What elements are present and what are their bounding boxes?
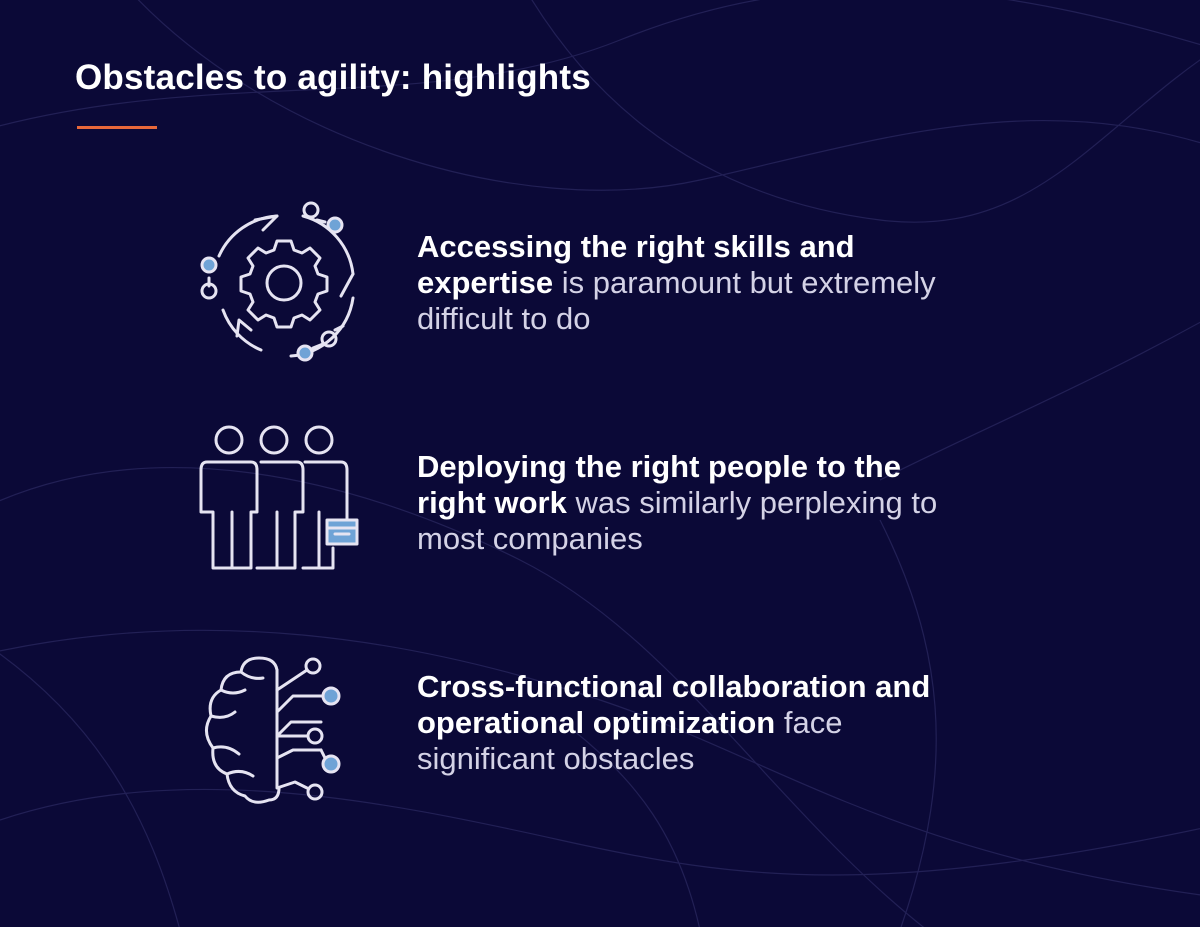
gear-cycle-icon xyxy=(200,201,355,362)
page-title: Obstacles to agility: highlights xyxy=(75,58,591,97)
people-group-icon xyxy=(199,425,359,570)
item-rest-skills: is paramount but extremely difficult to … xyxy=(417,265,936,336)
item-text-skills: Accessing the right skills and expertise… xyxy=(417,229,977,337)
item-bold-skills: Accessing the right skills and expertise xyxy=(417,229,855,300)
title-accent-rule xyxy=(77,126,157,129)
brain-network-icon xyxy=(205,656,341,804)
item-rest-collaboration: face significant obstacles xyxy=(417,705,843,776)
item-text-people: Deploying the right people to the right … xyxy=(417,449,977,557)
item-bold-collaboration: Cross-functional collaboration and opera… xyxy=(417,669,931,740)
item-text-collaboration: Cross-functional collaboration and opera… xyxy=(417,669,977,777)
item-rest-people: was similarly perplexing to most compani… xyxy=(417,485,938,556)
item-bold-people: Deploying the right people to the right … xyxy=(417,449,901,520)
